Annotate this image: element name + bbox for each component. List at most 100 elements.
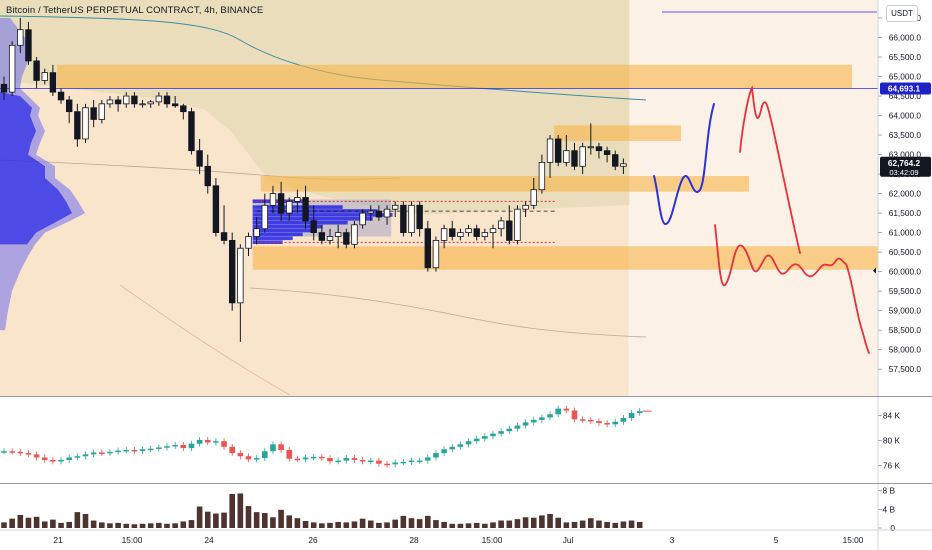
price-tick-label: 65,000.0	[889, 72, 922, 82]
candle-up	[432, 240, 440, 269]
osc-tick-label: 80 K	[883, 436, 901, 446]
candle-down	[612, 154, 619, 167]
candle-up	[465, 228, 472, 234]
candle-up	[253, 228, 260, 237]
candle-up	[440, 228, 448, 241]
candle-down	[66, 99, 73, 113]
osc-bar-up	[310, 456, 317, 459]
volume-bar	[588, 518, 594, 528]
candle-up	[123, 95, 130, 105]
candle-up	[579, 146, 586, 167]
candle-up	[481, 232, 489, 237]
price-tick-label: 66,000.0	[889, 33, 922, 43]
volume-bar	[278, 509, 284, 528]
volume-bar	[482, 523, 488, 528]
candle-up	[546, 138, 554, 163]
osc-bar-up	[441, 449, 447, 454]
price-tick-label: 59,500.0	[889, 286, 922, 296]
time-axis: 21 15:00 24 26 28 15:00 Jul 3 5 15:00	[53, 535, 863, 545]
volume-bar	[147, 523, 154, 528]
volume-bar	[465, 523, 472, 528]
volume-bar	[539, 515, 545, 528]
osc-bar-up	[147, 448, 154, 451]
volume-bar	[425, 515, 431, 528]
price-tick-label: 58,000.0	[889, 345, 922, 355]
volume-bar	[310, 522, 317, 528]
candle-up	[237, 247, 244, 304]
volume-bar	[237, 493, 244, 528]
osc-bar-up	[498, 431, 504, 434]
candle-up	[457, 232, 464, 237]
volume-bar	[555, 517, 561, 528]
band-lower-line	[119, 284, 291, 396]
volume-bar	[571, 521, 578, 528]
candle-down	[603, 150, 611, 155]
volume-bar	[41, 521, 48, 528]
osc-bar-up	[433, 453, 439, 458]
osc-bar-up	[139, 449, 146, 452]
osc-bar-up	[636, 411, 643, 414]
candle-up	[41, 72, 48, 81]
osc-bar-down	[327, 458, 333, 462]
volume-bar	[343, 522, 350, 528]
projection-path-red-upper	[739, 85, 801, 254]
volume-bar	[612, 522, 619, 528]
volume-bar	[221, 512, 227, 528]
supply-demand-zone	[260, 176, 749, 192]
volume-bar	[156, 522, 162, 528]
price-tick-label: 60,500.0	[889, 247, 922, 257]
candle-up	[261, 204, 268, 230]
volume-tick-label: 8 B	[883, 486, 896, 496]
level-price-tag	[880, 82, 931, 95]
volume-bar	[25, 517, 32, 528]
volume-bar	[384, 522, 390, 528]
volume-tick-label: 0	[890, 523, 895, 533]
osc-bar-up	[123, 449, 130, 452]
osc-bar-up	[343, 458, 350, 461]
candle-down	[571, 150, 578, 167]
candles	[0, 18, 627, 342]
candle-down	[57, 91, 65, 101]
candle-up	[497, 220, 505, 230]
volume-bar	[262, 513, 268, 528]
volume-bar	[180, 521, 187, 528]
volume-bar	[359, 518, 366, 528]
oscillator-bars	[1, 405, 643, 468]
osc-bar-down	[245, 456, 252, 460]
candle-down	[114, 99, 122, 105]
price-tick-label: 60,000.0	[889, 267, 922, 277]
osc-bar-down	[319, 456, 325, 459]
osc-bar-up	[449, 446, 456, 450]
candle-up	[106, 99, 114, 105]
volume-bar	[139, 523, 146, 528]
price-tick-label: 58,500.0	[889, 325, 922, 335]
candle-up	[294, 197, 301, 202]
vp-left-histogram	[0, 18, 85, 331]
osc-bar-down	[17, 451, 24, 454]
time-tick-label: 15:00	[482, 535, 503, 545]
volume-bar	[449, 523, 456, 528]
chart-title: Bitcoin / TetherUS PERPETUAL CONTRACT, 4…	[6, 5, 264, 16]
volume-bar	[286, 515, 293, 528]
currency-scale-button[interactable]: USDT	[886, 5, 918, 22]
osc-bar-down	[278, 444, 284, 450]
volume-bar	[392, 519, 398, 528]
volume-bar	[188, 520, 195, 528]
osc-bar-down	[131, 449, 138, 452]
price-tick-label: 63,500.0	[889, 130, 922, 140]
osc-bar-up	[156, 447, 162, 449]
osc-bar-up	[66, 457, 72, 460]
volume-bar	[376, 522, 382, 528]
volume-bar	[50, 519, 56, 528]
candle-down	[212, 185, 220, 234]
volume-bar	[628, 520, 635, 528]
volume-bar	[319, 523, 325, 528]
candle-down	[25, 29, 32, 62]
candle-down	[163, 95, 171, 105]
volume-bar	[441, 521, 447, 528]
time-tick-label: 3	[670, 535, 675, 545]
osc-bar-up	[82, 454, 89, 457]
price-tick-label: 61,000.0	[889, 228, 922, 238]
